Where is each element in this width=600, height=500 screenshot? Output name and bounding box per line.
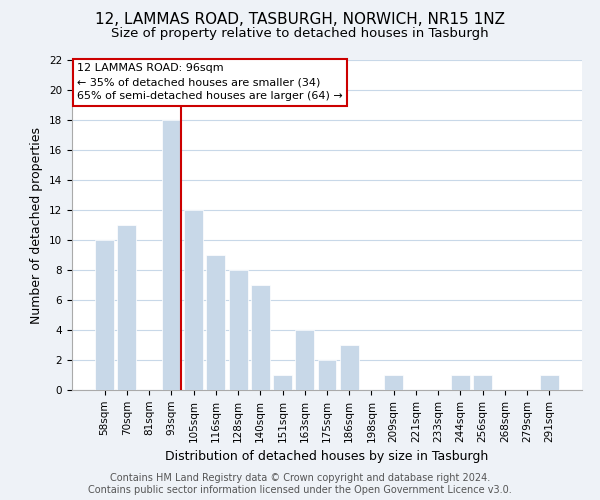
Bar — [317, 360, 337, 390]
Text: 12, LAMMAS ROAD, TASBURGH, NORWICH, NR15 1NZ: 12, LAMMAS ROAD, TASBURGH, NORWICH, NR15… — [95, 12, 505, 28]
Bar — [295, 330, 314, 390]
Bar — [162, 120, 181, 390]
Text: Contains HM Land Registry data © Crown copyright and database right 2024.
Contai: Contains HM Land Registry data © Crown c… — [88, 474, 512, 495]
Bar — [540, 375, 559, 390]
Bar — [384, 375, 403, 390]
X-axis label: Distribution of detached houses by size in Tasburgh: Distribution of detached houses by size … — [166, 450, 488, 463]
Bar — [473, 375, 492, 390]
Y-axis label: Number of detached properties: Number of detached properties — [31, 126, 43, 324]
Bar — [229, 270, 248, 390]
Bar — [95, 240, 114, 390]
Text: 12 LAMMAS ROAD: 96sqm
← 35% of detached houses are smaller (34)
65% of semi-deta: 12 LAMMAS ROAD: 96sqm ← 35% of detached … — [77, 64, 343, 102]
Text: Size of property relative to detached houses in Tasburgh: Size of property relative to detached ho… — [111, 28, 489, 40]
Bar — [184, 210, 203, 390]
Bar — [206, 255, 225, 390]
Bar — [340, 345, 359, 390]
Bar — [273, 375, 292, 390]
Bar — [118, 225, 136, 390]
Bar — [451, 375, 470, 390]
Bar — [251, 285, 270, 390]
